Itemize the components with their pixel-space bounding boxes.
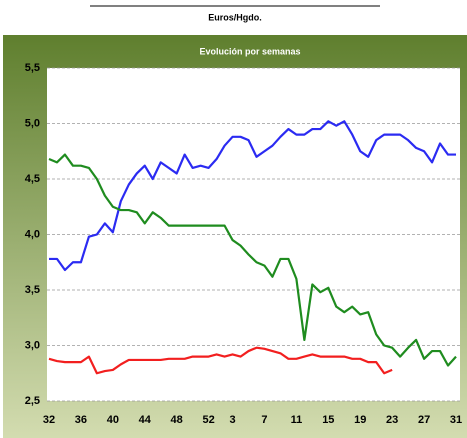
x-tick-label: 52 bbox=[202, 414, 214, 426]
y-tick-label: 5,0 bbox=[25, 117, 40, 129]
chart-subtitle: Euros/Hgdo. bbox=[208, 12, 262, 22]
y-tick-label: 3,0 bbox=[25, 339, 40, 351]
x-tick-label: 23 bbox=[386, 414, 398, 426]
y-tick-label: 5,5 bbox=[25, 62, 40, 74]
x-tick-label: 40 bbox=[107, 414, 119, 426]
x-tick-label: 19 bbox=[354, 414, 366, 426]
y-tick-label: 4,5 bbox=[25, 173, 40, 185]
chart-title: Evolución por semanas bbox=[199, 46, 300, 56]
x-tick-label: 7 bbox=[261, 414, 267, 426]
y-tick-label: 3,5 bbox=[25, 284, 40, 296]
x-tick-label: 31 bbox=[450, 414, 462, 426]
y-tick-label: 4,0 bbox=[25, 228, 40, 240]
line-series bbox=[48, 153, 457, 367]
line-series bbox=[49, 120, 456, 272]
x-tick-label: 11 bbox=[291, 414, 303, 426]
x-tick-label: 3 bbox=[229, 414, 235, 426]
x-tick-label: 27 bbox=[418, 414, 430, 426]
x-tick-label: 48 bbox=[171, 414, 183, 426]
x-tick-label: 44 bbox=[139, 414, 152, 426]
x-tick-label: 32 bbox=[43, 414, 55, 426]
y-tick-label: 2,5 bbox=[25, 395, 40, 407]
line-series bbox=[48, 346, 393, 375]
x-tick-label: 36 bbox=[75, 414, 87, 426]
x-tick-label: 15 bbox=[322, 414, 334, 426]
